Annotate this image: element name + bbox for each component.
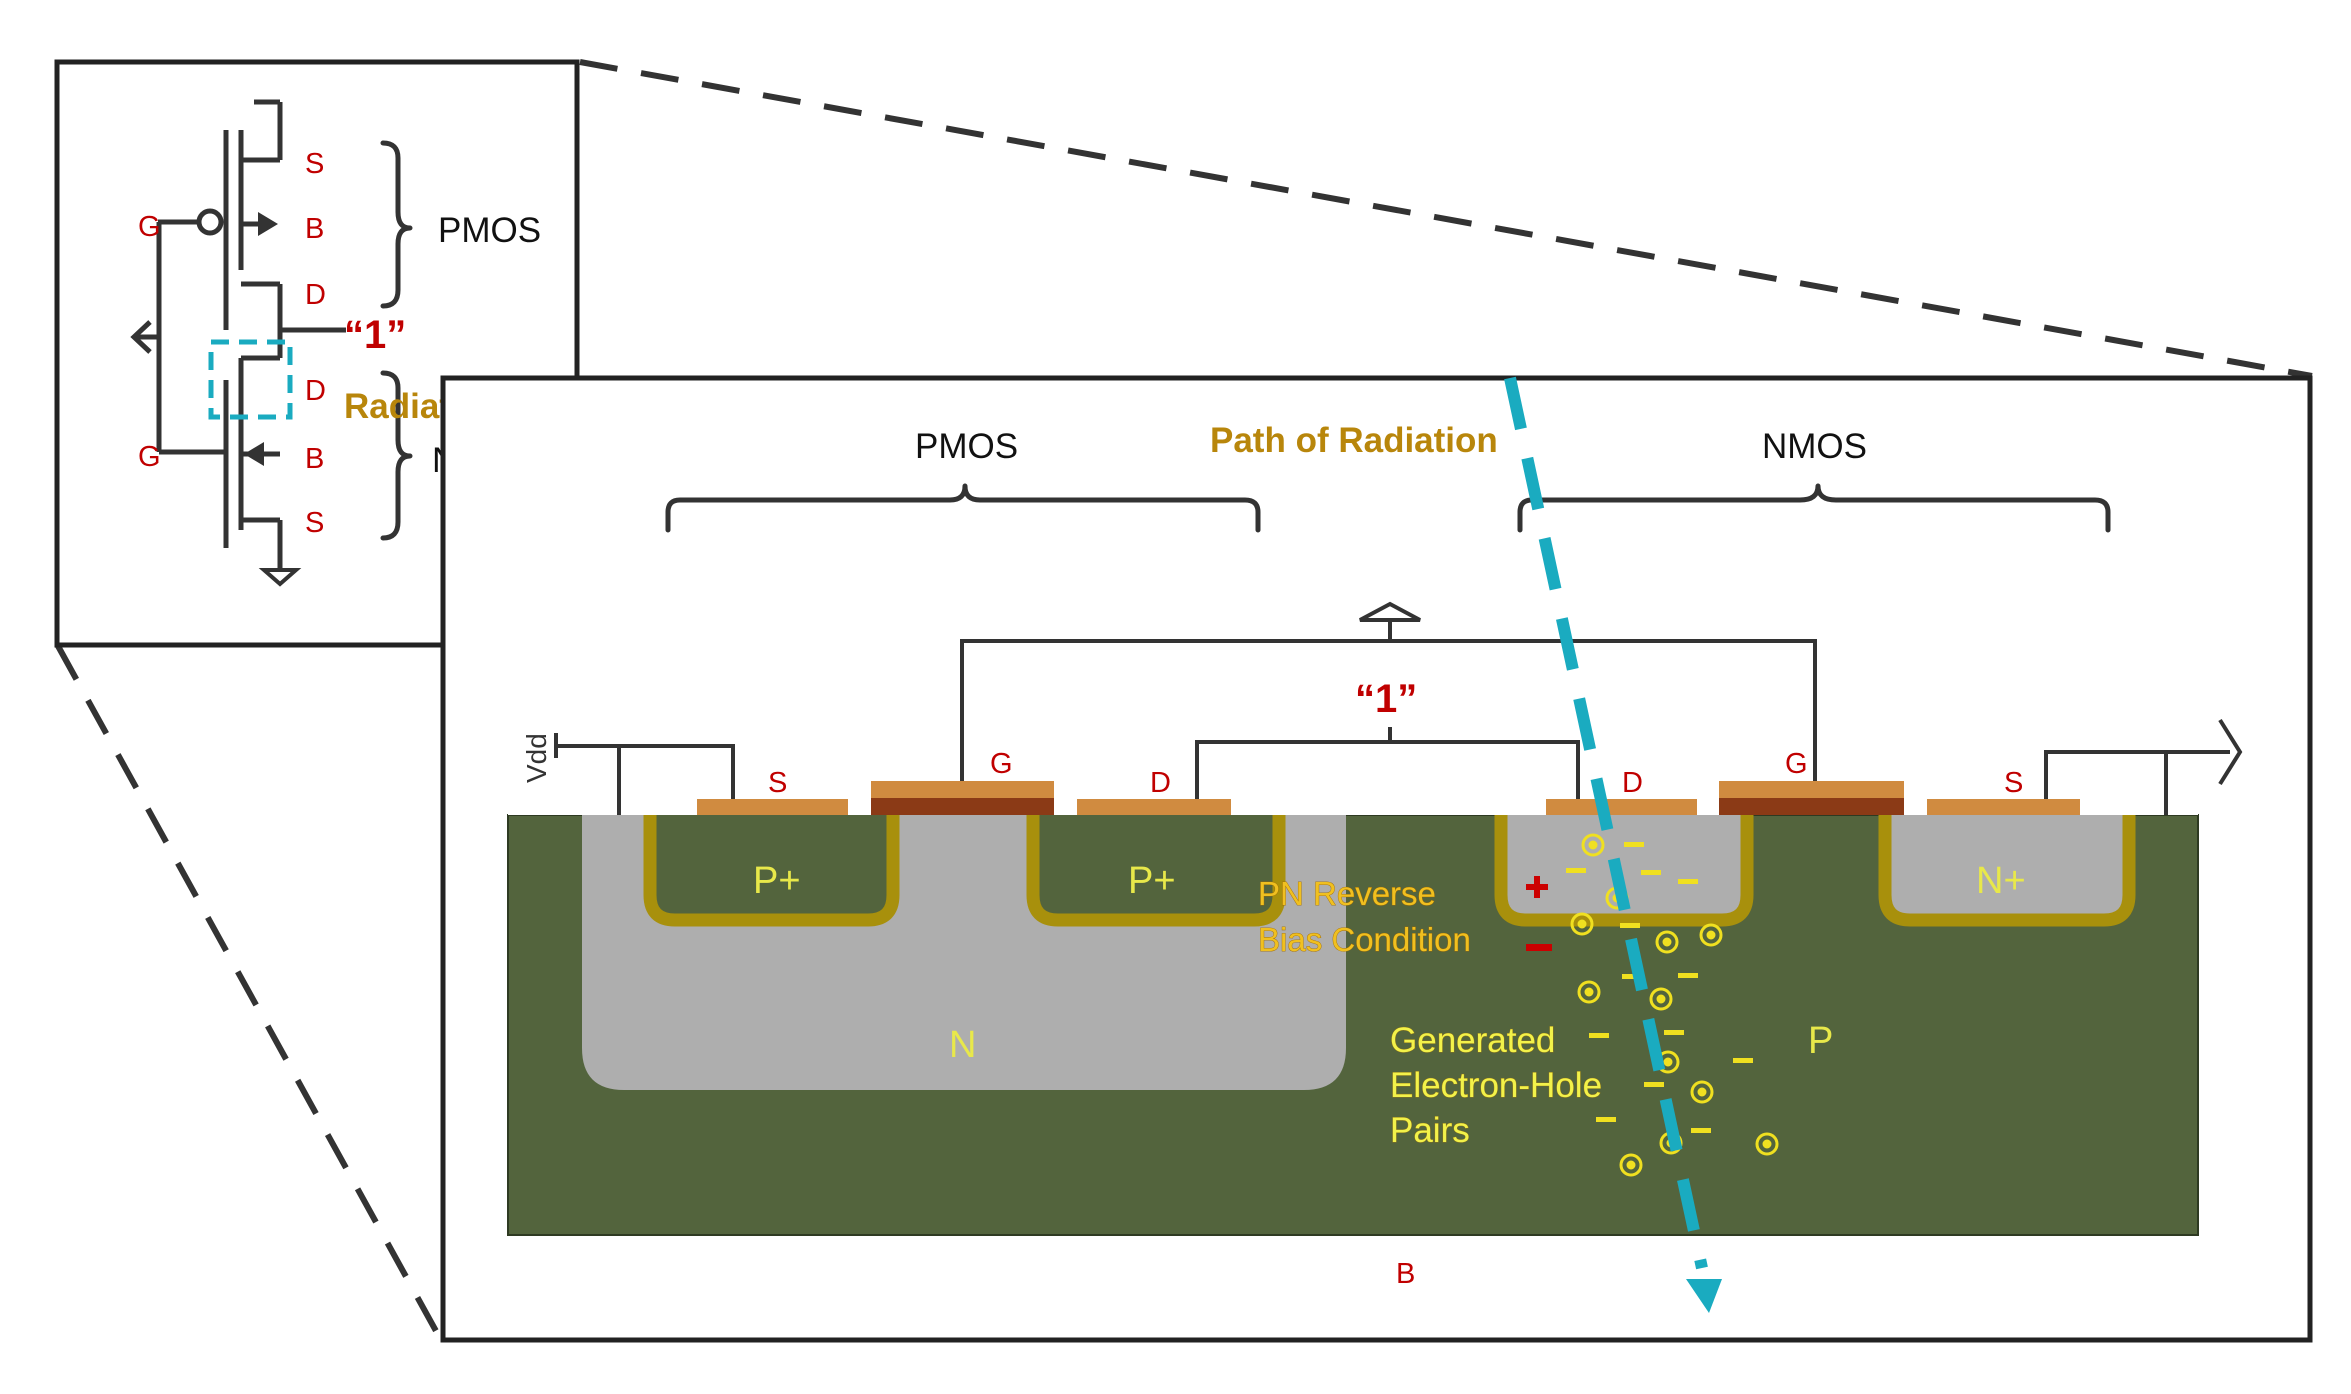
pairs-label-line2: Electron-Hole bbox=[1390, 1066, 1602, 1105]
reverse-bias-signs bbox=[1526, 876, 1552, 951]
inset-nmos-brace bbox=[380, 370, 413, 541]
pmos-symbol bbox=[156, 99, 283, 455]
bulk-terminal-label: B bbox=[1396, 1258, 1415, 1290]
inset-output-value: “1” bbox=[344, 313, 406, 357]
ground-arrow-icon bbox=[258, 568, 302, 587]
inset-pmos-label: PMOS bbox=[438, 211, 541, 250]
nmos-gate-terminal-label: G bbox=[1785, 748, 1808, 780]
p-substrate-label: P bbox=[1808, 1020, 1833, 1062]
nmos-gate-top bbox=[1719, 781, 1904, 798]
pairs-label-line3: Pairs bbox=[1390, 1111, 1470, 1150]
reverse-bias-label-line1: PN Reverse bbox=[1258, 875, 1436, 912]
nmos-source-diffusion bbox=[1878, 815, 2136, 927]
nmos-drain-contact bbox=[1546, 799, 1697, 815]
zoom-connector-lines bbox=[55, 59, 2313, 1342]
reverse-bias-label-line2: Bias Condition bbox=[1258, 921, 1471, 958]
substrate-stack bbox=[507, 810, 2199, 1236]
nmos-brace bbox=[1517, 483, 2111, 533]
inset-pmos-bulk-label: B bbox=[305, 213, 324, 245]
pmos-drain-diffusion bbox=[1026, 815, 1286, 927]
nmos-source-contact bbox=[1927, 799, 2080, 815]
vdd-label: Vdd bbox=[521, 733, 552, 783]
pmos-brace bbox=[665, 483, 1261, 533]
inset-nmos-drain-label: D bbox=[305, 375, 326, 407]
pairs-label-line1: Generated bbox=[1390, 1021, 1555, 1060]
pmos-source-p-plus-label: P+ bbox=[753, 860, 801, 902]
n-well-label: N bbox=[949, 1024, 976, 1066]
inset-gate-bottom-label: G bbox=[138, 441, 161, 473]
injection-point-marker bbox=[208, 339, 293, 420]
output-value-label: “1” bbox=[1355, 677, 1417, 721]
pmos-gate-top bbox=[871, 781, 1054, 798]
path-of-radiation-label: Path of Radiation bbox=[1210, 421, 1498, 460]
radiation-path bbox=[1504, 376, 1722, 1313]
nmos-drain-diffusion bbox=[1494, 815, 1754, 927]
inset-pmos-drain-label: D bbox=[305, 279, 326, 311]
nmos-label: NMOS bbox=[1762, 427, 1867, 466]
inset-gate-top-label: G bbox=[138, 211, 161, 243]
inset-pmos-source-label: S bbox=[305, 148, 324, 180]
nmos-source-terminal-label: S bbox=[2004, 767, 2023, 799]
output-arrow-icon bbox=[130, 320, 152, 354]
pmos-gate-terminal-label: G bbox=[990, 748, 1013, 780]
interconnect-wiring bbox=[554, 601, 2243, 815]
nmos-symbol bbox=[223, 340, 283, 575]
inset-pmos-brace bbox=[380, 140, 413, 309]
pmos-source-contact bbox=[697, 799, 848, 815]
pmos-label: PMOS bbox=[915, 427, 1018, 466]
ground-out-arrow-icon bbox=[2218, 718, 2243, 786]
pmos-drain-p-plus-label: P+ bbox=[1128, 860, 1176, 902]
input-arrow-icon bbox=[1359, 601, 1421, 622]
pmos-source-terminal-label: S bbox=[768, 767, 787, 799]
radiation-arrow-icon bbox=[1686, 1279, 1722, 1313]
pmos-gate-oxide bbox=[871, 798, 1054, 815]
pmos-source-diffusion bbox=[643, 815, 900, 927]
pmos-drain-terminal-label: D bbox=[1150, 767, 1171, 799]
contacts-and-gates bbox=[697, 781, 2080, 815]
nmos-gate-oxide bbox=[1719, 798, 1904, 815]
pmos-drain-contact bbox=[1077, 799, 1231, 815]
nmos-source-n-plus-label: N+ bbox=[1976, 860, 2026, 902]
nmos-drain-terminal-label: D bbox=[1622, 767, 1643, 799]
inset-nmos-bulk-label: B bbox=[305, 443, 324, 475]
electron-icon bbox=[1566, 842, 1753, 1133]
inset-nmos-source-label: S bbox=[305, 507, 324, 539]
